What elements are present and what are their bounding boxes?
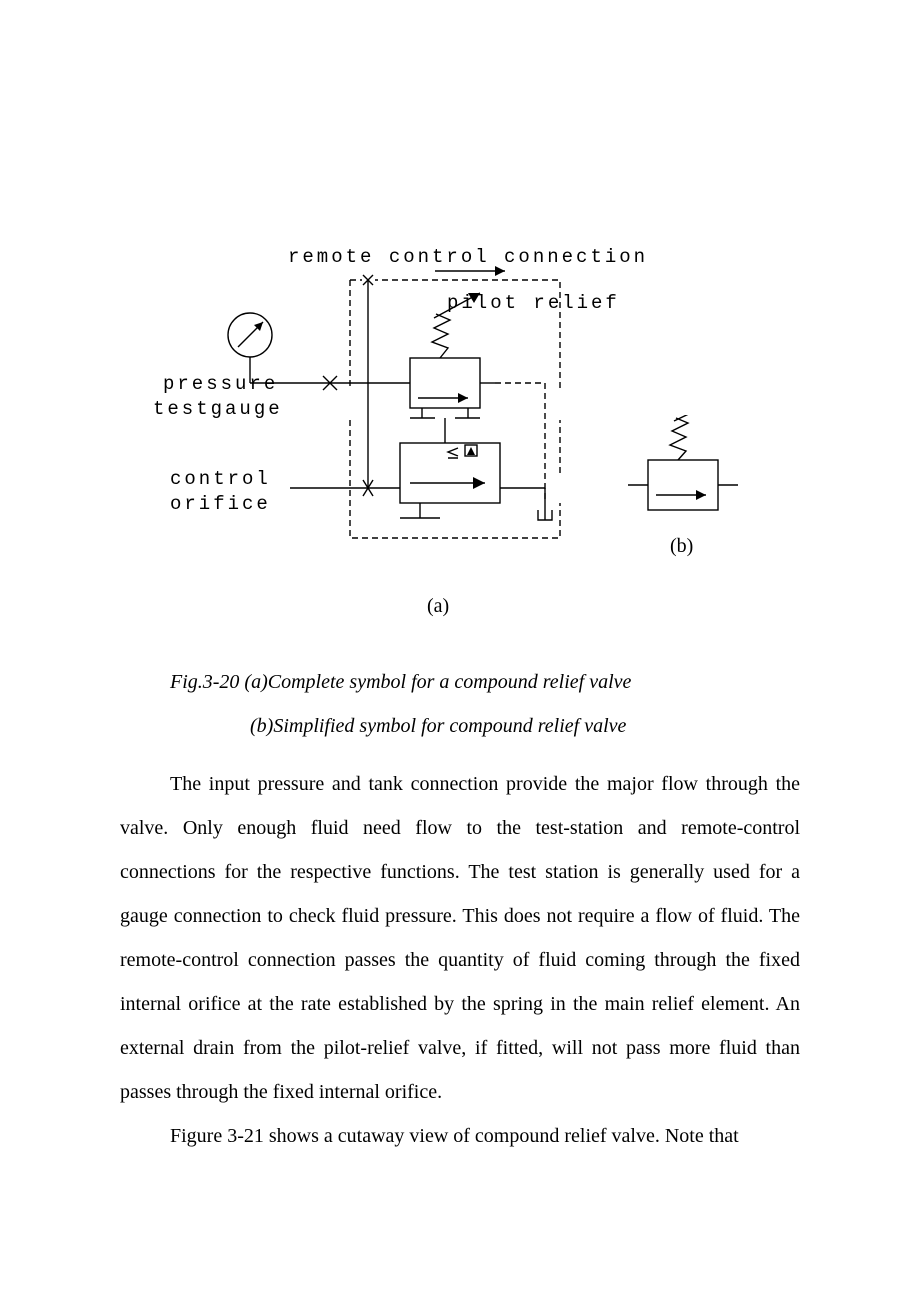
paragraph-2: Figure 3-21 shows a cutaway view of comp…: [120, 1114, 800, 1158]
sublabel-a: (a): [427, 595, 449, 618]
diagram-a-svg: [150, 258, 610, 588]
page: remote control connection pilot relief p…: [0, 0, 920, 1300]
diagram-b-svg: [608, 415, 758, 545]
caption-line-1: Fig.3-20 (a)Complete symbol for a compou…: [120, 660, 800, 704]
paragraph-1: The input pressure and tank connection p…: [120, 762, 800, 1114]
figure-caption: Fig.3-20 (a)Complete symbol for a compou…: [120, 660, 800, 748]
body-text: The input pressure and tank connection p…: [120, 762, 800, 1158]
caption-line-2: (b)Simplified symbol for compound relief…: [120, 704, 800, 748]
